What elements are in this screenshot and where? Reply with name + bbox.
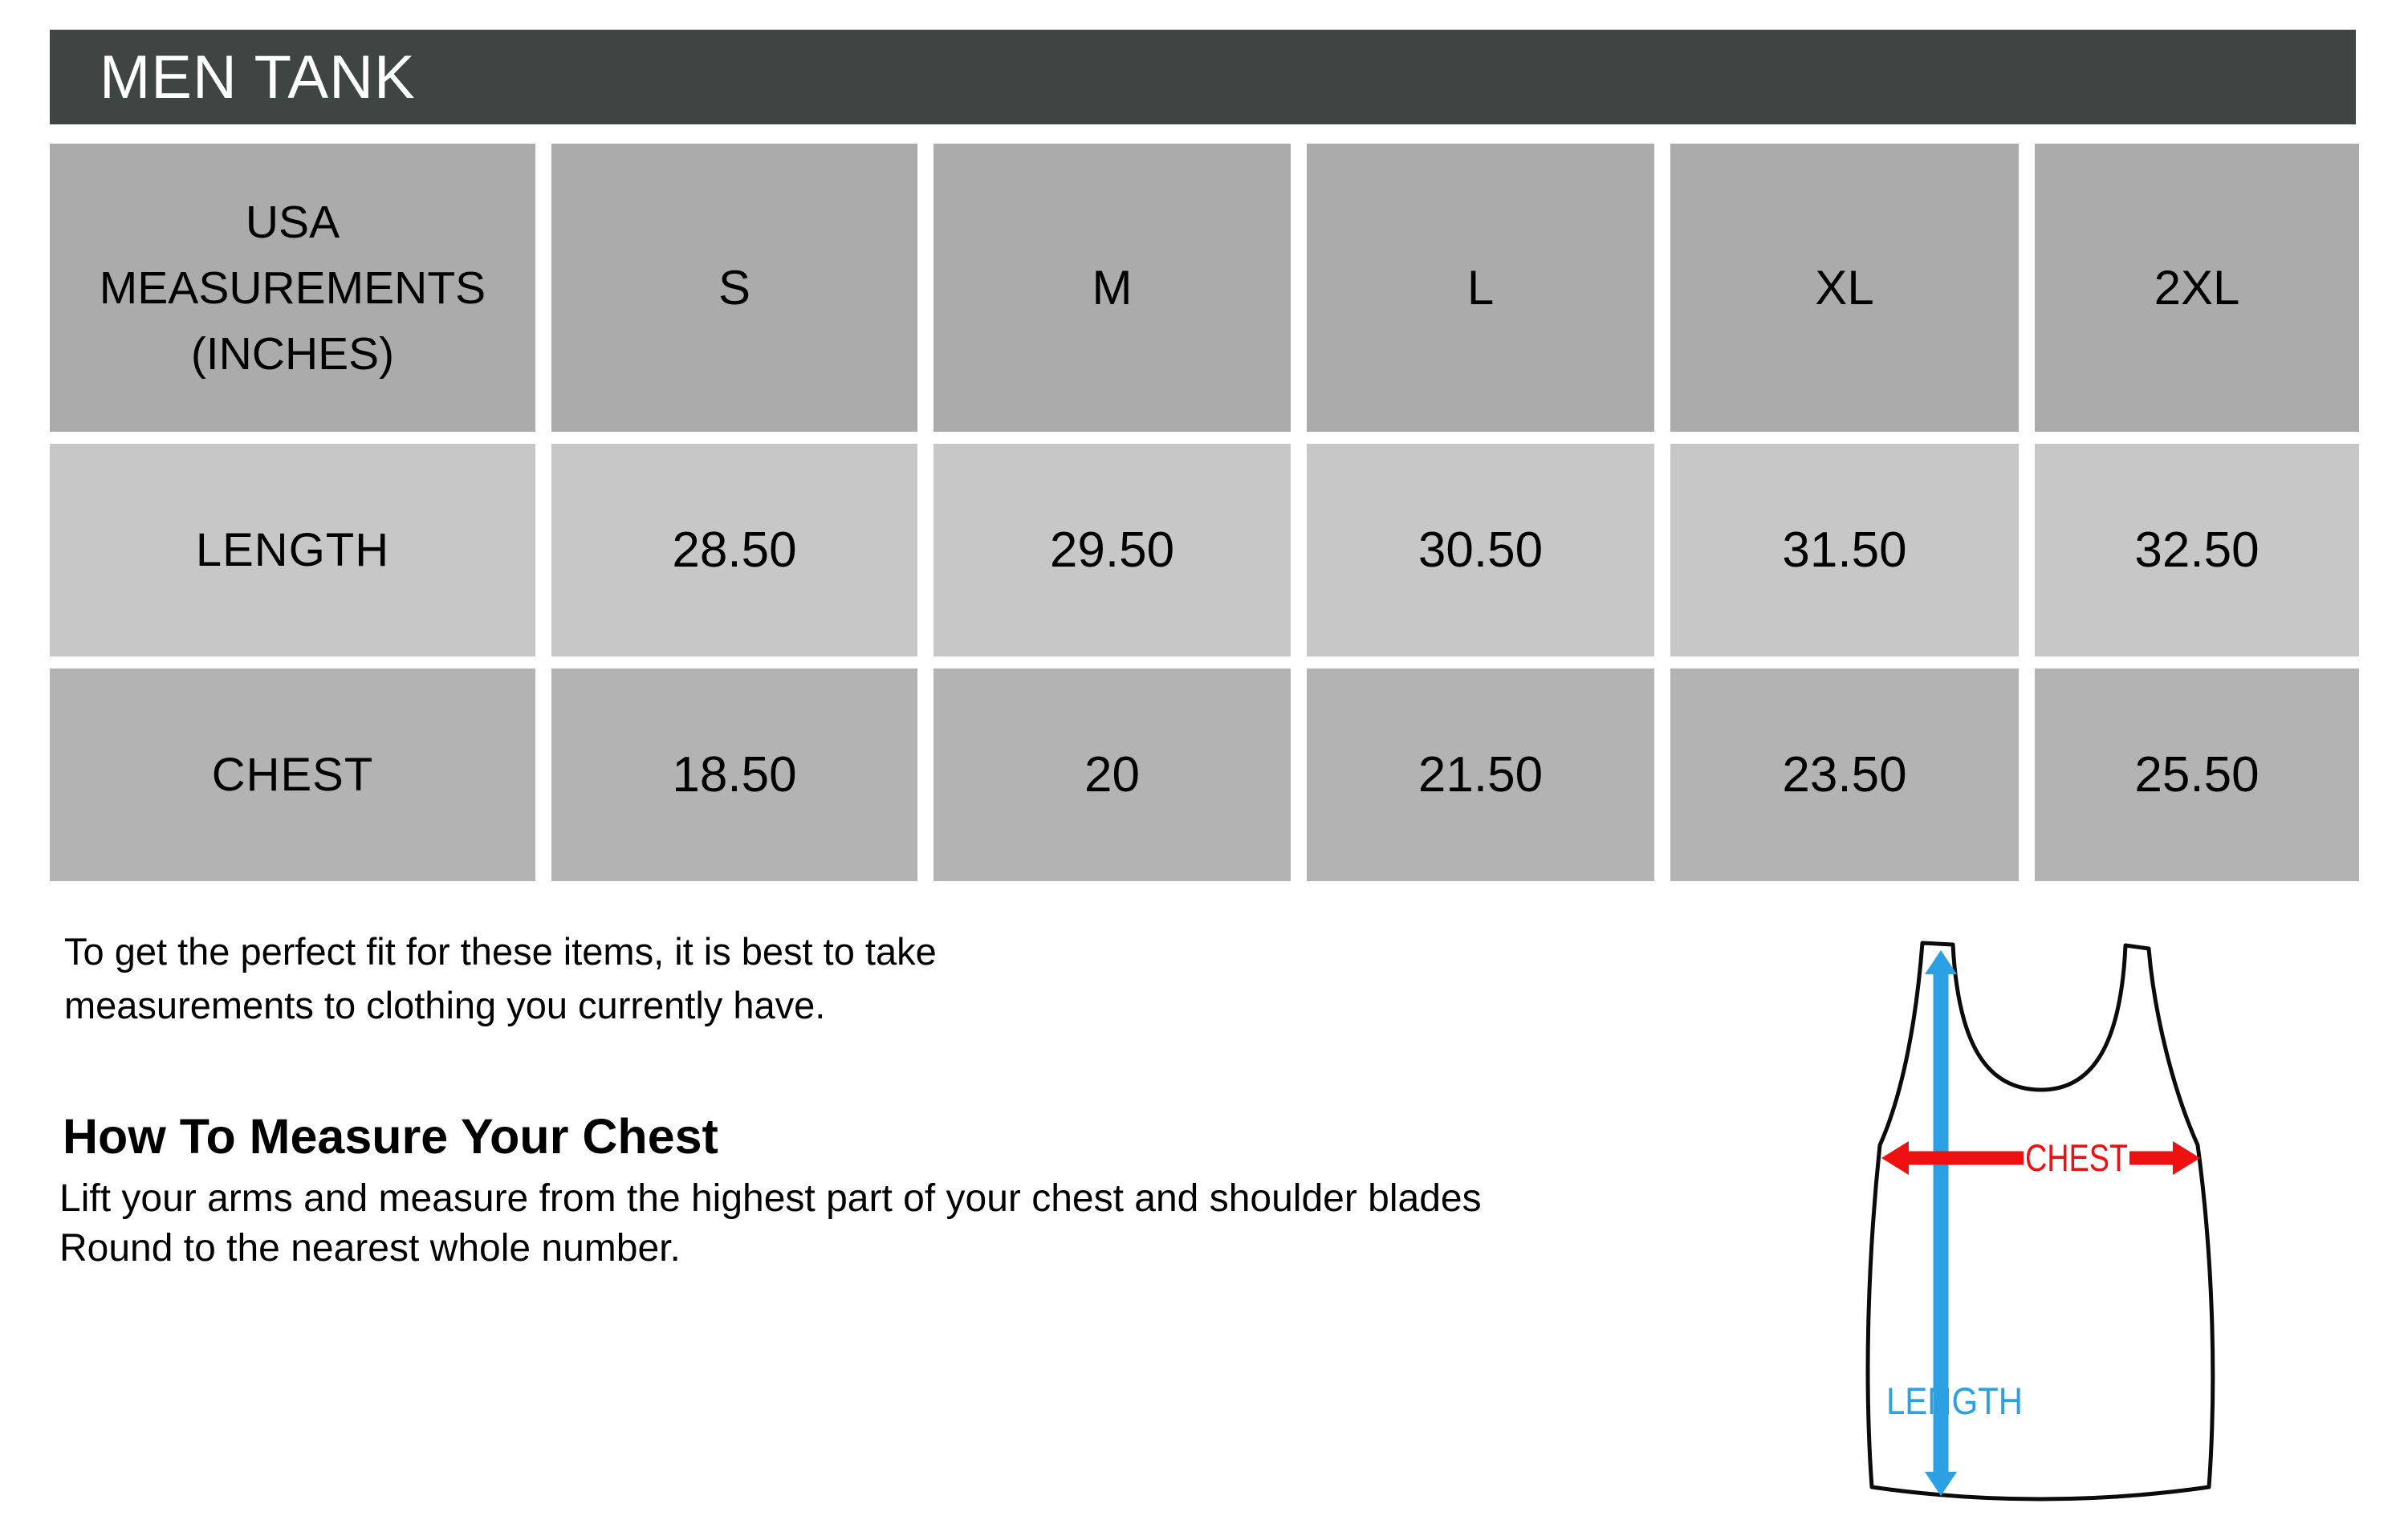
row-label-chest: CHEST [50,668,535,881]
tank-outline [1865,941,2215,1502]
measure-instruction-line: Lift your arms and measure from the high… [59,1177,1482,1220]
corner-header-line: USA [245,196,340,248]
size-column-header-m: M [934,144,1291,432]
table-cell-length-s: 28.50 [551,444,917,656]
size-column-header-2xl: 2XL [2035,144,2359,432]
table-cell-chest-xl: 23.50 [1670,668,2019,881]
measure-instructions: Lift your arms and measure from the high… [59,1174,1482,1274]
length-arrow-head-top [1925,950,1957,974]
chest-label: CHEST [2025,1136,2128,1179]
length-arrow [1925,950,1957,1496]
table-cell-chest-m: 20 [934,668,1291,881]
size-column-header-xl: XL [1670,144,2019,432]
measure-instruction-line: Round to the nearest whole number. [59,1227,681,1270]
chest-arrow: CHEST [1881,1136,2200,1179]
length-label: LENGTH [1886,1380,2023,1422]
corner-header-cell: USA MEASUREMENTS (INCHES) [50,144,535,432]
fit-note-line: measurements to clothing you currently h… [64,984,826,1026]
measure-chest-heading: How To Measure Your Chest [63,1109,718,1164]
table-cell-chest-l: 21.50 [1307,668,1654,881]
page-title: MEN TANK [100,43,416,112]
length-arrow-head-bottom [1925,1472,1957,1496]
size-column-header-l: L [1307,144,1654,432]
corner-header-line: (INCHES) [190,327,395,380]
table-cell-chest-2xl: 25.50 [2035,668,2359,881]
size-chart-table: USA MEASUREMENTS (INCHES) S M L XL 2XL L… [50,144,2360,881]
chest-arrow-head-left [1881,1141,1909,1175]
fit-note-line: To get the perfect fit for these items, … [64,930,937,973]
men-tank-header-bar: MEN TANK [50,30,2356,124]
table-cell-length-m: 29.50 [934,444,1291,656]
table-cell-chest-s: 18.50 [551,668,917,881]
corner-header-line: MEASUREMENTS [99,262,486,314]
fit-note: To get the perfect fit for these items, … [64,924,937,1032]
row-label-length: LENGTH [50,444,535,656]
table-cell-length-2xl: 32.50 [2035,444,2359,656]
table-cell-length-l: 30.50 [1307,444,1654,656]
table-cell-length-xl: 31.50 [1670,444,2019,656]
chest-arrow-head-right [2173,1141,2200,1175]
size-column-header-s: S [551,144,917,432]
tank-top-diagram: CHEST LENGTH [1865,941,2215,1502]
